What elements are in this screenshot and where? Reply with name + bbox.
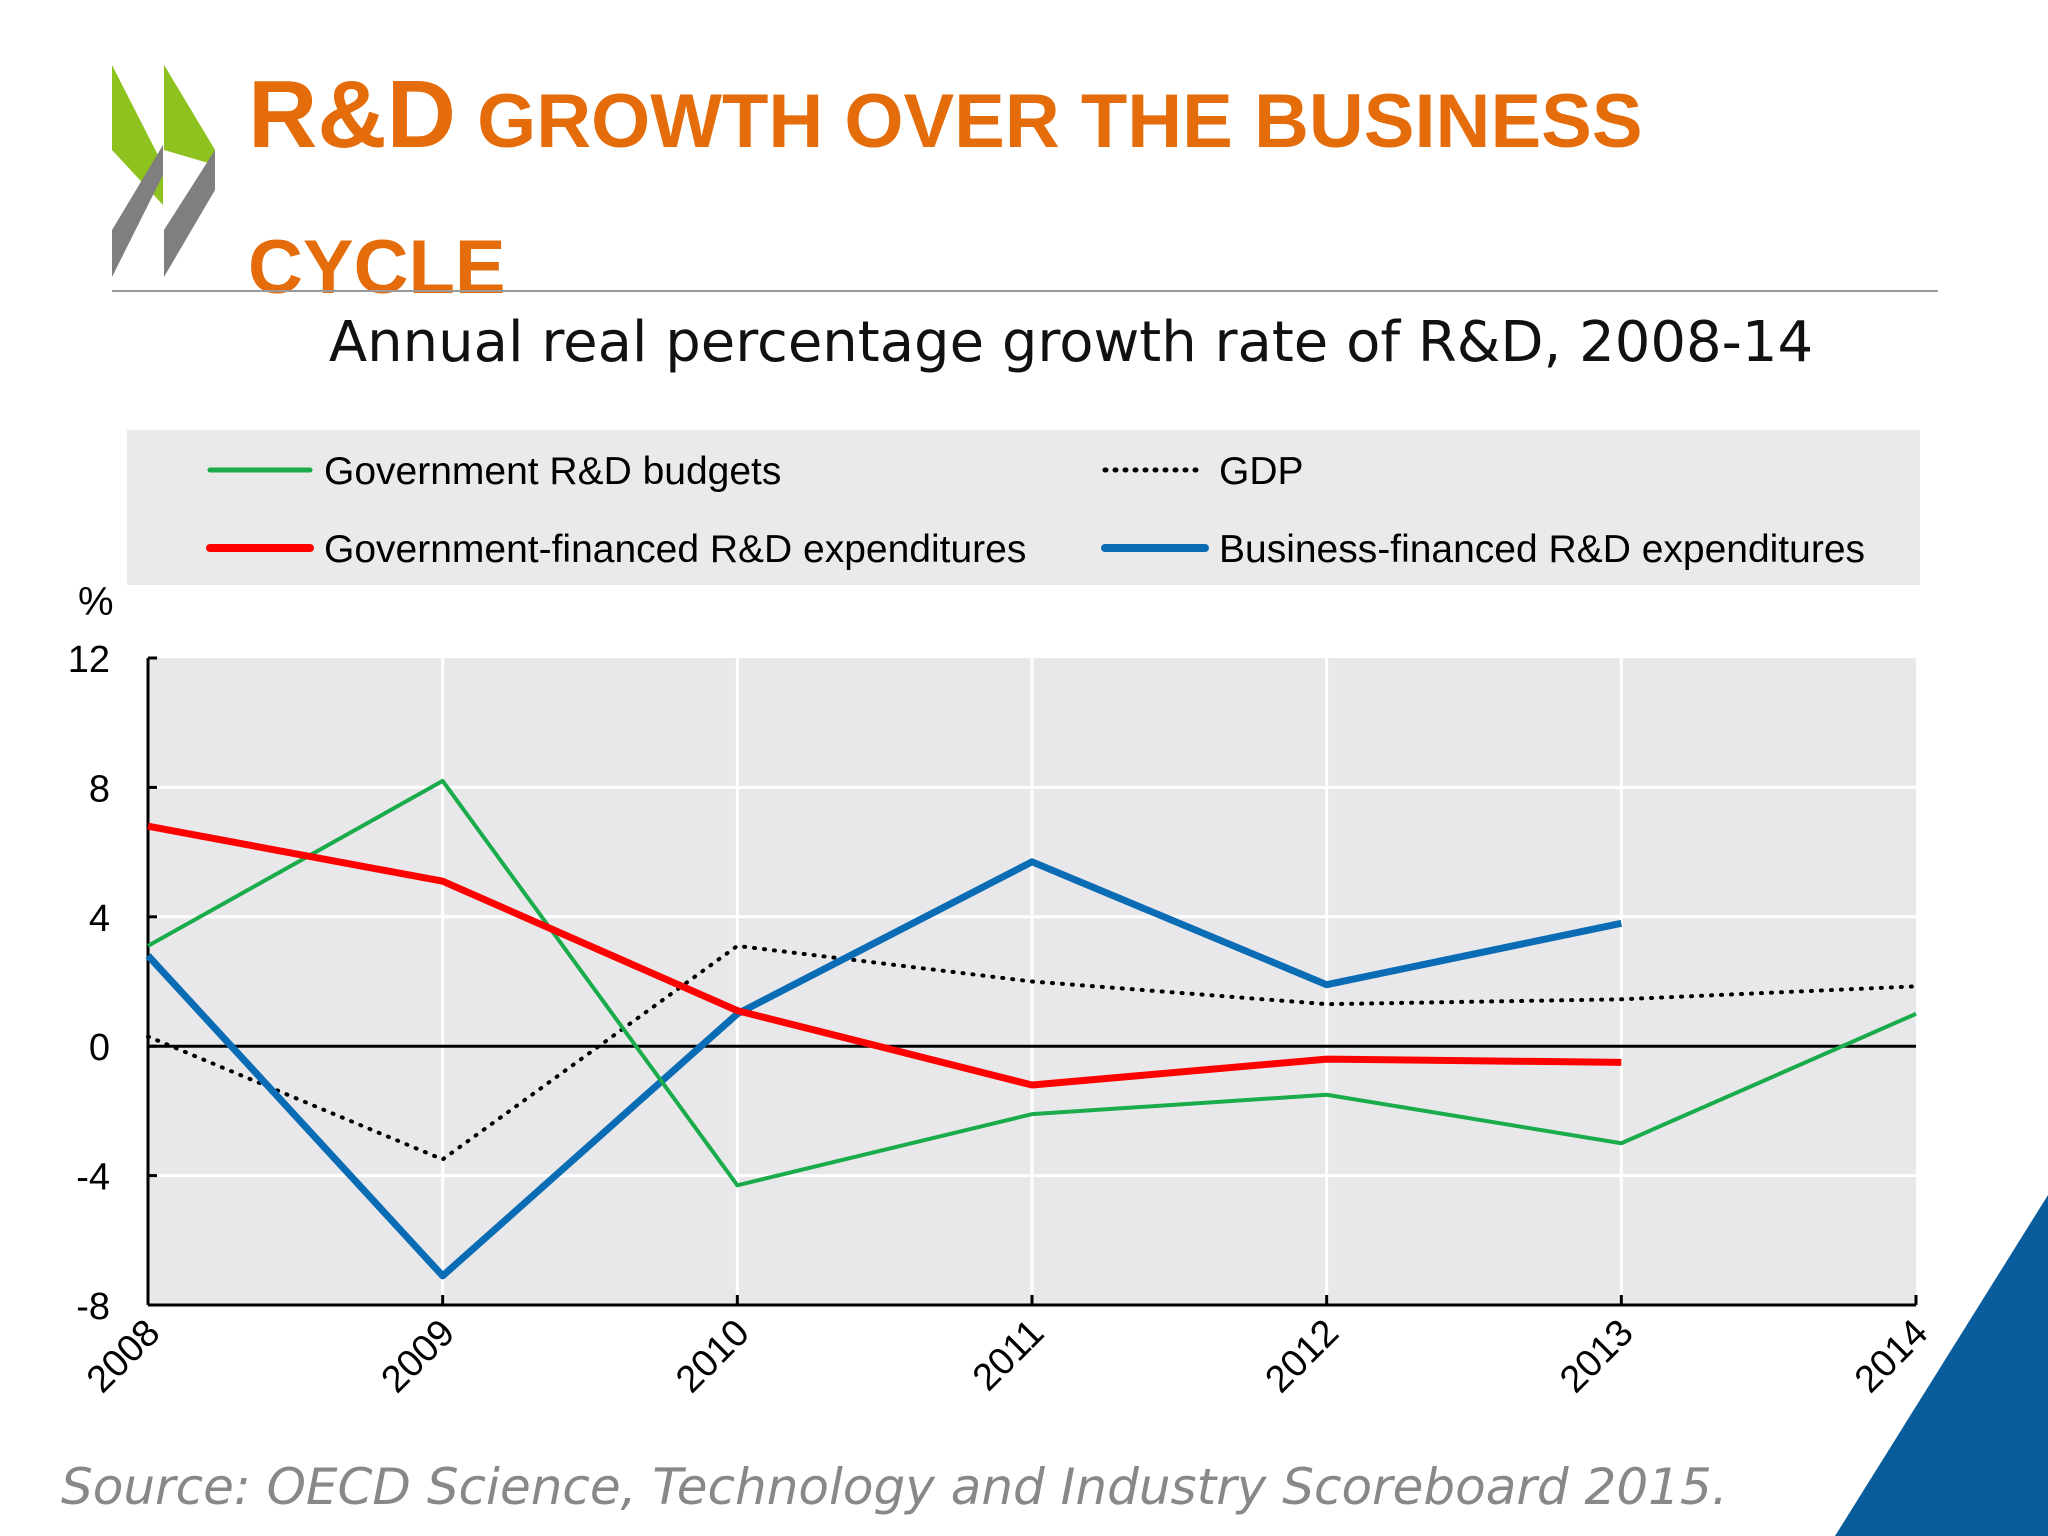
source-note: Source: OECD Science, Technology and Ind…: [61, 1458, 1728, 1516]
y-tick-label: 4: [89, 898, 110, 940]
legend-label: Government-financed R&D expenditures: [324, 528, 1026, 571]
x-tick-label: 2013: [1552, 1312, 1641, 1401]
page-title: R&D GROWTH OVER THE BUSINESS CYCLE: [248, 52, 1848, 351]
legend-label: Business-financed R&D expenditures: [1219, 528, 1865, 571]
title-rest: GROWTH OVER THE BUSINESS CYCLE: [248, 79, 1643, 310]
y-tick-label: 0: [89, 1027, 110, 1069]
y-tick-label: 12: [68, 639, 110, 681]
legend-label: GDP: [1219, 450, 1304, 493]
y-axis-label: %: [78, 580, 114, 624]
y-tick-label: -4: [76, 1157, 110, 1199]
y-tick-label: -8: [76, 1286, 110, 1328]
series-line-3: [145, 858, 1623, 1280]
oecd-logo: [112, 65, 215, 277]
x-tick-label: 2010: [668, 1312, 757, 1401]
x-tick-label: 2012: [1258, 1312, 1347, 1401]
title-divider: [112, 290, 1938, 292]
legend-box: [127, 430, 1920, 585]
legend-label: Government R&D budgets: [324, 450, 781, 493]
y-tick-label: 8: [89, 768, 110, 810]
accent-triangle: [1835, 1195, 2048, 1536]
x-tick-label: 2011: [965, 1312, 1052, 1399]
chart-title: Annual real percentage growth rate of R&…: [328, 310, 1814, 375]
title-rd: R&D: [248, 61, 456, 168]
series-line-2: [147, 822, 1622, 1089]
x-tick-label: 2009: [374, 1312, 463, 1401]
x-tick-label: 2014: [1847, 1312, 1936, 1401]
